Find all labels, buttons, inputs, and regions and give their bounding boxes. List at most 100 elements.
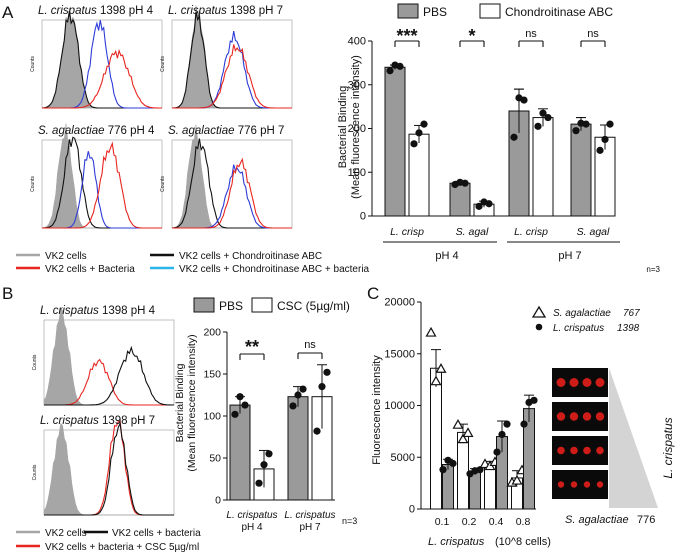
chart-c-point-lcrisp <box>530 396 538 404</box>
histogram-curve-1-3 <box>172 44 292 109</box>
histogram-curve-0-3 <box>42 48 162 109</box>
chart-b-note: n=3 <box>342 516 357 526</box>
chart-c-xlabel-rest: (10^8 cells) <box>495 536 551 548</box>
chart-b-point-pbs <box>231 410 239 418</box>
y-tick-label: 400 <box>348 36 366 48</box>
microscopy-spot <box>583 481 591 488</box>
chart-a-category-label: S. agal <box>577 226 610 238</box>
flow-histograms-a: Counts L. crispatus 1398 pH 4 Counts L. cri… <box>30 5 293 229</box>
legend-c-circle-marker <box>535 323 543 331</box>
chart-b-bar-pbs <box>287 396 309 501</box>
chart-c-point-sagal <box>457 433 469 444</box>
panel-label-c: C <box>367 284 379 303</box>
microscopy-images <box>552 368 608 499</box>
chart-a-point-chab <box>534 122 542 130</box>
y-tick-label: 100 <box>348 167 366 179</box>
microscopy-spot <box>557 446 565 455</box>
histogram-curve-2-3 <box>42 141 162 229</box>
microscopy-spot <box>557 481 565 488</box>
chart-b-category-label: L. crispatus <box>226 510 277 521</box>
chart-a-bar-chab <box>532 117 554 217</box>
chart-b-point-pbs <box>294 391 302 399</box>
flow-histograms-b: Counts L. crispatus 1398 pH 4 Counts L. cri… <box>32 305 175 516</box>
chart-c-point-sagal <box>452 418 464 429</box>
legend-b: VK2 cells VK2 cells + bacteria VK2 cells… <box>16 528 201 553</box>
histogram-ylabel: Counts <box>32 464 38 480</box>
chart-a-point-chab <box>420 120 428 128</box>
chart-a-point-chab <box>475 202 483 210</box>
microscopy-spot <box>570 446 578 455</box>
legend-b-pbs: PBS <box>219 299 243 313</box>
chart-a-point-chab <box>544 113 552 122</box>
y-tick-label: 200 <box>348 123 366 135</box>
chart-c-bar-sagal <box>457 431 469 510</box>
microscopy-spot <box>595 412 605 421</box>
chart-c-point-sagal <box>511 474 523 485</box>
chart-a-sig-label: ns <box>587 28 599 40</box>
histogram-title: L. crispatus 1398 pH 4 <box>40 305 156 317</box>
chart-c-ylabel: Fluorescence intensity <box>371 355 383 465</box>
legend-b-csc-swatch <box>251 297 273 313</box>
histogram-ylabel: Counts <box>160 56 166 72</box>
histogram-title: S. agalactiae 776 pH 7 <box>168 125 284 137</box>
legend-c-triangle-marker <box>531 305 547 318</box>
panel-label-a: A <box>2 3 14 22</box>
legend-a-pbs: PBS <box>423 5 447 19</box>
histogram-curve-0-2 <box>44 345 174 406</box>
microscopy-spot <box>582 378 592 387</box>
legend-a-pbs-swatch <box>397 3 419 19</box>
chart-b-point-csc <box>260 461 268 469</box>
chart-a-group-ph4: pH 4 <box>435 250 458 262</box>
chart-c-bar-lcrisp <box>469 471 481 510</box>
chart-a-point-pbs <box>572 127 580 135</box>
chart-a-point-chab <box>606 120 614 128</box>
histogram-title: L. crispatus 1398 pH 7 <box>168 5 283 17</box>
histogram-title: L. crispatus 1398 pH 7 <box>40 415 155 427</box>
legend-a-chab: Chondroitinase ABC <box>505 5 613 19</box>
y-tick-label: 0 <box>215 495 221 507</box>
histogram-ylabel: Counts <box>160 176 166 192</box>
chart-b-bar-pbs <box>229 404 251 501</box>
histogram-ylabel: Counts <box>32 354 38 370</box>
legend-a: VK2 cells VK2 cells + Bacteria VK2 cells… <box>16 251 370 275</box>
chart-c-point-lcrisp <box>520 420 528 428</box>
chart-b-point-csc <box>313 427 321 435</box>
chart-c-point-sagal <box>425 326 437 337</box>
microscopy-spot <box>569 378 579 387</box>
chart-c-point-lcrisp <box>449 459 457 468</box>
y-tick-label: 5000 <box>391 452 415 464</box>
microscopy-spot <box>570 481 578 488</box>
chart-a-ylabel-2: (Mean fluorescence intensity) <box>350 55 362 199</box>
chart-b-point-pbs <box>241 401 249 409</box>
chart-c-category-label: 0.2 <box>462 516 477 528</box>
y-tick-label: 200 <box>203 327 221 339</box>
chart-a-bar-pbs <box>449 182 471 217</box>
chart-a-point-chab <box>539 109 547 117</box>
chart-c-point-sagal <box>430 375 442 386</box>
y-tick-label: 100 <box>203 411 221 423</box>
chart-c-point-lcrisp <box>503 420 511 428</box>
histogram-title: L. crispatus 1398 pH 4 <box>38 5 154 17</box>
chart-c-category-label: 0.8 <box>516 516 531 528</box>
chart-b-sig-label: ** <box>245 337 259 357</box>
legend-a-vk2-bacteria: VK2 cells + Bacteria <box>45 264 135 275</box>
y-tick-label: 300 <box>348 79 366 91</box>
legend-c-sagal-species: S. agalactiae <box>553 308 611 319</box>
micro-caption-strain: 776 <box>637 514 655 526</box>
chart-b-ylabel-2: (Mean fluorescence intensity) <box>186 334 198 471</box>
histogram-curve-0-0 <box>43 307 174 406</box>
chart-c-point-lcrisp <box>439 466 447 474</box>
chart-b-sig-label: ns <box>304 339 316 351</box>
chart-c-point-lcrisp <box>493 448 501 456</box>
chart-b-point-pbs <box>236 393 244 401</box>
chart-c-category-label: 0.4 <box>489 516 504 528</box>
chart-a-point-chab <box>485 200 493 208</box>
chart-c-marks: 0 5000 10000 15000 20000 0.1 0.2 0.4 0.8 <box>384 297 538 528</box>
legend-b-pbs-swatch <box>193 297 215 313</box>
histogram-curve-3-3 <box>172 157 292 229</box>
microscopy-spot <box>556 412 566 421</box>
microscopy-spot <box>582 412 592 421</box>
legend-c-sagal-strain: 767 <box>623 308 640 319</box>
chart-c: Fluorescence intensity 0 5000 10000 15000 20… <box>371 297 640 549</box>
